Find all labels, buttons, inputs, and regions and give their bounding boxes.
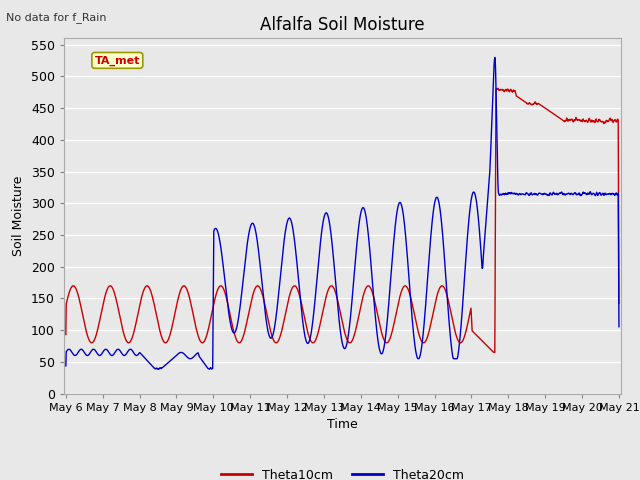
X-axis label: Time: Time — [327, 418, 358, 431]
Text: TA_met: TA_met — [95, 55, 140, 66]
Title: Alfalfa Soil Moisture: Alfalfa Soil Moisture — [260, 16, 425, 34]
Text: No data for f_Rain: No data for f_Rain — [6, 12, 107, 23]
Y-axis label: Soil Moisture: Soil Moisture — [12, 176, 26, 256]
Legend: Theta10cm, Theta20cm: Theta10cm, Theta20cm — [216, 464, 469, 480]
